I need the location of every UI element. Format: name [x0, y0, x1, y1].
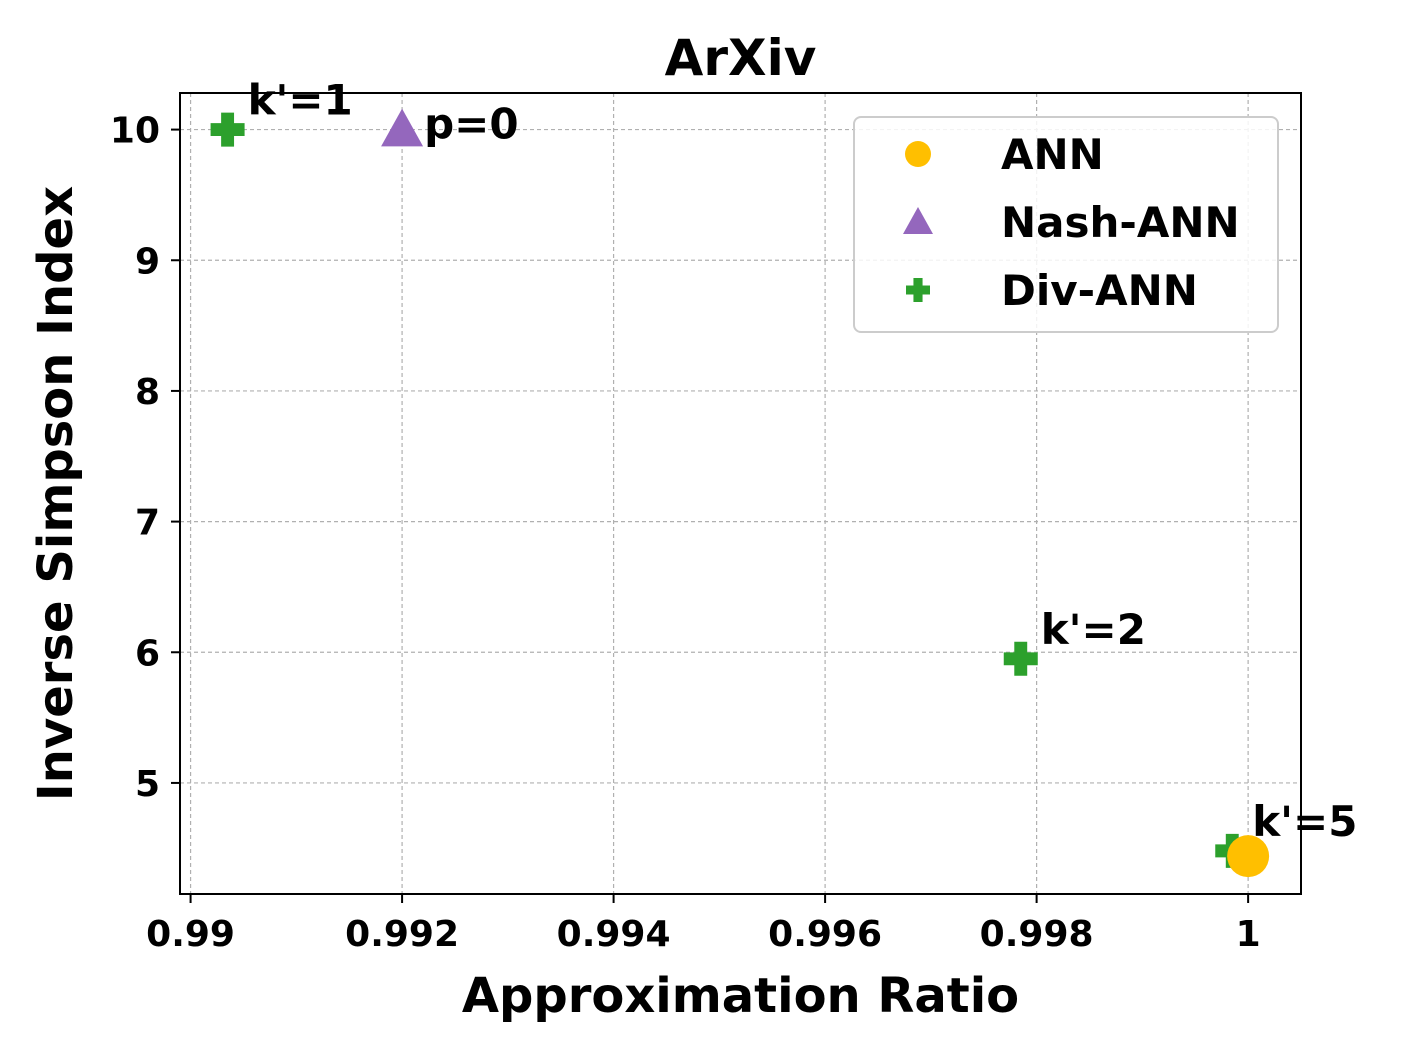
nash-ann-point: [381, 108, 424, 147]
point-annotation: k'=1: [248, 76, 353, 125]
x-axis-label: Approximation Ratio: [462, 968, 1019, 1024]
chart-title: ArXiv: [665, 29, 817, 87]
y-tick-label: 7: [135, 503, 160, 544]
y-tick-label: 8: [135, 372, 160, 413]
ann-point: [1227, 835, 1270, 878]
legend-box: [853, 116, 1279, 333]
x-tick-label: 0.998: [980, 914, 1094, 955]
legend-ann-marker: [905, 141, 931, 167]
y-tick-label: 10: [110, 111, 160, 152]
div-ann-point: [1003, 641, 1038, 676]
y-tick-label: 5: [135, 764, 160, 805]
x-tick-label: 0.992: [345, 914, 459, 955]
point-annotation: k'=5: [1252, 797, 1357, 846]
data-points: [210, 108, 1270, 878]
legend-label: ANN: [1001, 130, 1104, 179]
legend-nash-ann-marker: [903, 207, 933, 234]
y-tick-label: 6: [135, 633, 160, 674]
plot-area-frame: [179, 92, 1302, 895]
y-tick-label: 9: [135, 241, 160, 282]
x-tick-label: 0.996: [768, 914, 882, 955]
y-axis-label: Inverse Simpson Index: [28, 186, 84, 801]
legend: ANN Nash-ANN Div-ANN: [853, 116, 1279, 333]
legend-label: Div-ANN: [1001, 266, 1198, 315]
legend-div-ann-marker: [906, 278, 930, 302]
x-tick-label: 0.994: [557, 914, 671, 955]
axis-ticks: 0.99 0.992 0.994 0.996 0.998 1 5 6 7 8 9 10: [110, 111, 1261, 955]
point-annotation: k'=2: [1041, 605, 1146, 654]
legend-label: Nash-ANN: [1001, 198, 1240, 247]
point-annotation: p=0: [424, 100, 518, 149]
x-tick-label: 0.99: [146, 914, 235, 955]
div-ann-point: [210, 112, 245, 147]
point-annotations: k'=1 k'=2 k'=5 p=0: [248, 76, 1358, 846]
x-tick-label: 1: [1236, 914, 1261, 955]
